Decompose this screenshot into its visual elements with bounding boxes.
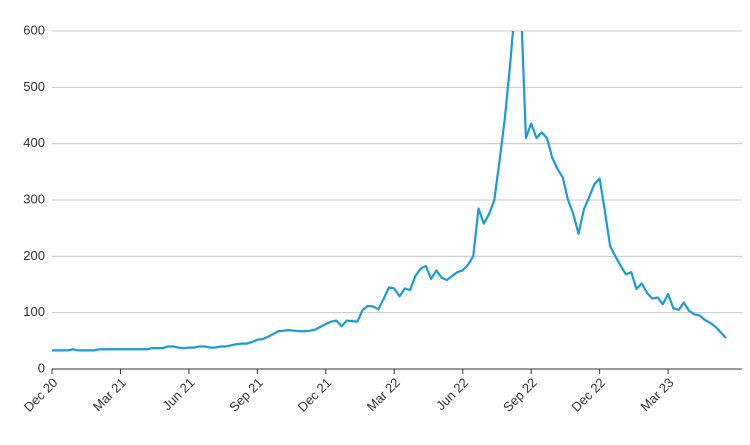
y-tick-label: 100 — [23, 304, 45, 319]
data-line — [52, 31, 727, 352]
x-tick-label: Dec 22 — [568, 375, 608, 415]
y-tick-label: 200 — [23, 248, 45, 263]
x-tick-label: Dec 21 — [295, 375, 335, 415]
x-tick-label: Dec 20 — [21, 375, 61, 415]
y-tick-label: 500 — [23, 79, 45, 94]
x-tick-label: Mar 22 — [364, 375, 403, 414]
y-tick-label: 600 — [23, 22, 45, 37]
x-tick-label: Jun 21 — [159, 375, 197, 413]
x-tick-label: Sep 21 — [226, 375, 266, 415]
y-tick-label: 400 — [23, 135, 45, 150]
x-tick-label: Mar 23 — [637, 375, 676, 414]
y-tick-label: 0 — [38, 360, 45, 375]
y-tick-label: 300 — [23, 191, 45, 206]
x-tick-label: Jun 22 — [433, 375, 471, 413]
x-tick-label: Mar 21 — [90, 375, 129, 414]
x-tick-label: Sep 22 — [500, 375, 540, 415]
